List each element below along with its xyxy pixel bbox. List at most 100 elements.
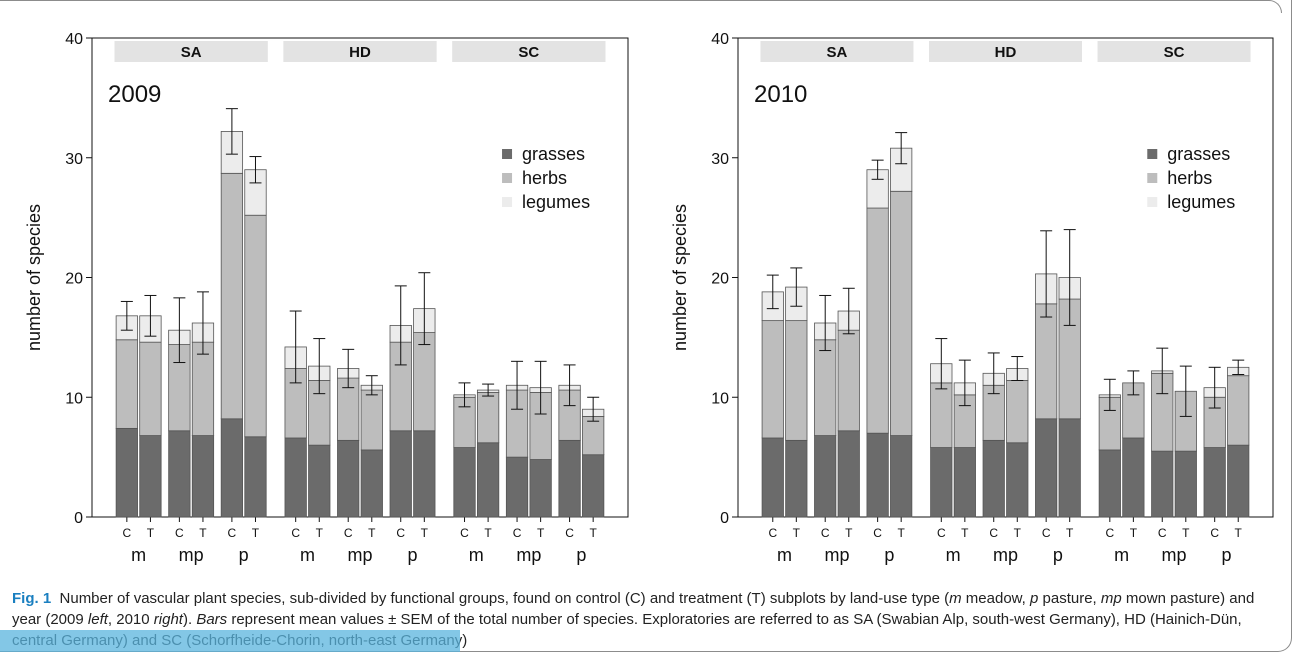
- y-axis-title: number of species: [670, 204, 690, 351]
- panel-header-label: HD: [995, 44, 1017, 61]
- treatment-label: T: [1182, 526, 1190, 540]
- bar-segment-herbs: [866, 207, 889, 434]
- y-tick-label: 20: [711, 271, 729, 288]
- legend-swatch-herbs: [1147, 173, 1158, 183]
- caption-text: pasture,: [1038, 590, 1101, 607]
- bar-segment-grasses: [866, 432, 889, 518]
- bar-segment-grasses: [1035, 418, 1058, 518]
- bar-segment-grasses: [191, 435, 215, 518]
- y-tick-label: 0: [74, 510, 83, 527]
- treatment-label: C: [1042, 526, 1051, 540]
- text-selection-highlight: [0, 630, 460, 652]
- bar-segment-grasses: [220, 418, 244, 518]
- land-use-label: p: [239, 545, 249, 565]
- bar-segment-grasses: [1122, 437, 1145, 518]
- bar-segment-grasses: [244, 436, 267, 518]
- treatment-label: C: [175, 526, 184, 540]
- bar-segment-grasses: [890, 435, 913, 518]
- y-axis-title: number of species: [24, 204, 44, 351]
- panel-header: [1097, 41, 1251, 62]
- bar-segment-grasses: [168, 430, 191, 518]
- bar-segment-herbs: [1035, 303, 1058, 420]
- treatment-label: T: [589, 526, 597, 540]
- bar-segment-grasses: [1151, 450, 1174, 518]
- bar-segment-herbs: [837, 329, 860, 432]
- panel-header-label: HD: [349, 44, 371, 61]
- legend-label-grasses: grasses: [522, 144, 585, 164]
- caption-italic-p: p: [1030, 590, 1039, 607]
- treatment-label: C: [228, 526, 237, 540]
- bar-segment-herbs: [582, 416, 605, 456]
- land-use-label: mp: [179, 545, 204, 565]
- treatment-label: T: [898, 526, 906, 540]
- bar-segment-grasses: [1227, 444, 1250, 518]
- caption-text: , 2010: [107, 611, 154, 628]
- caption-text: mown pasture) and year (2009: [12, 590, 1255, 628]
- bar-segment-grasses: [814, 435, 837, 518]
- bar-segment-herbs: [785, 320, 808, 441]
- treatment-label: C: [1210, 526, 1219, 540]
- panel-header: [760, 41, 914, 62]
- land-use-label: mp: [347, 545, 372, 565]
- treatment-label: T: [368, 526, 376, 540]
- caption-text: Number of vascular plant species, sub-di…: [59, 590, 950, 607]
- panel-header-label: SA: [181, 44, 202, 61]
- y-tick-label: 20: [65, 271, 83, 288]
- bar-segment-herbs: [244, 214, 267, 438]
- bar-segment-herbs: [220, 172, 244, 420]
- treatment-label: T: [961, 526, 969, 540]
- bar-segment-herbs: [761, 320, 784, 439]
- treatment-label: T: [1235, 526, 1243, 540]
- treatment-label: T: [537, 526, 545, 540]
- panel-header-label: SC: [518, 44, 539, 61]
- panel-header: [928, 41, 1083, 62]
- legend-label-grasses: grasses: [1167, 144, 1230, 164]
- y-tick-label: 30: [711, 151, 729, 168]
- treatment-label: C: [937, 526, 946, 540]
- land-use-label: m: [777, 545, 792, 565]
- bar-segment-herbs: [890, 190, 913, 436]
- bar-segment-grasses: [582, 454, 605, 518]
- treatment-label: T: [484, 526, 492, 540]
- bar-segment-herbs: [930, 382, 953, 448]
- bar-segment-grasses: [1006, 442, 1029, 518]
- panel-header: [283, 41, 437, 62]
- treatment-label: C: [565, 526, 574, 540]
- bar-segment-grasses: [505, 456, 529, 518]
- bar-segment-grasses: [529, 459, 552, 518]
- land-use-label: mp: [1162, 545, 1187, 565]
- y-tick-label: 10: [711, 390, 729, 407]
- land-use-label: m: [946, 545, 961, 565]
- land-use-label: mp: [516, 545, 541, 565]
- bar-segment-grasses: [982, 439, 1005, 518]
- caption-italic-m: m: [949, 590, 962, 607]
- bar-segment-herbs: [139, 341, 162, 436]
- bar-segment-grasses: [360, 449, 383, 518]
- treatment-label: C: [768, 526, 777, 540]
- treatment-label: C: [1158, 526, 1167, 540]
- bar-segment-grasses: [413, 430, 436, 518]
- treatment-label: C: [460, 526, 469, 540]
- bar-segment-grasses: [837, 430, 860, 518]
- bar-segment-grasses: [389, 430, 412, 518]
- land-use-label: p: [1221, 545, 1231, 565]
- bar-segment-grasses: [1203, 447, 1226, 518]
- treatment-label: C: [989, 526, 998, 540]
- bar-segment-herbs: [115, 339, 138, 429]
- bar-segment-grasses: [785, 439, 808, 518]
- bar-segment-herbs: [1006, 380, 1029, 444]
- caption-italic-mp: mp: [1100, 590, 1122, 607]
- land-use-label: p: [1053, 545, 1063, 565]
- legend-label-legumes: legumes: [522, 192, 590, 212]
- caption-italic-bars: Bars: [196, 611, 228, 628]
- panel-header-label: SA: [827, 44, 848, 61]
- land-use-label: m: [469, 545, 484, 565]
- y-tick-label: 10: [65, 390, 83, 407]
- year-label: 2010: [754, 81, 807, 108]
- bar-segment-grasses: [1174, 450, 1197, 518]
- land-use-label: m: [131, 545, 146, 565]
- treatment-label: T: [1130, 526, 1138, 540]
